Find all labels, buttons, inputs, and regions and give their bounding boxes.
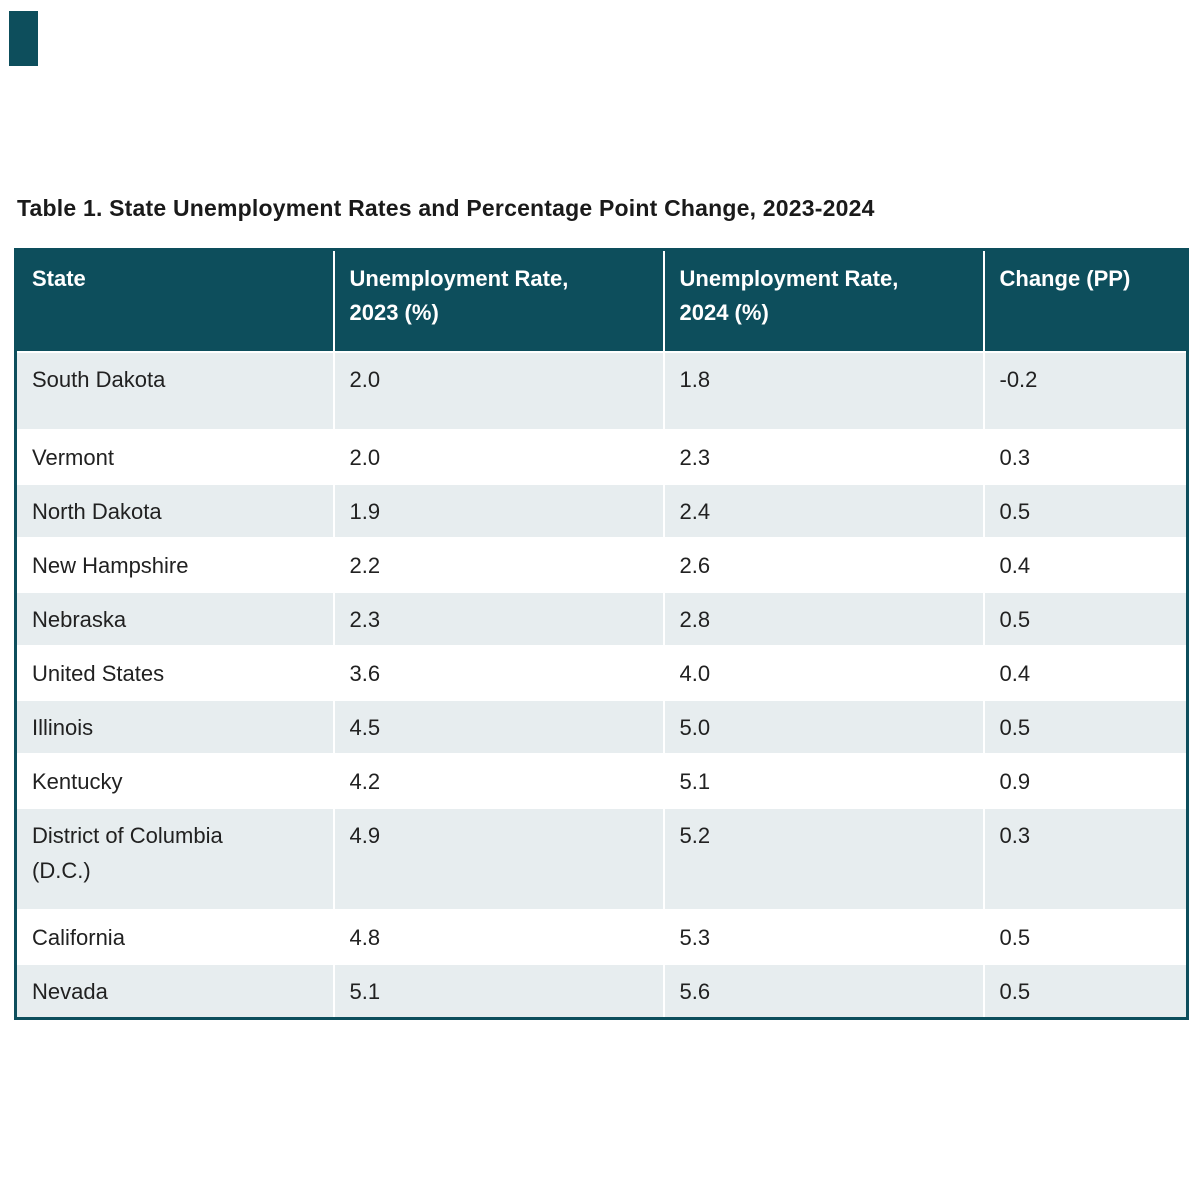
cell-state: Illinois xyxy=(14,698,335,755)
cell-change-pp: 0.5 xyxy=(982,908,1189,965)
column-header-state: State xyxy=(14,248,335,353)
table-row-illinois: Illinois 4.5 5.0 0.5 xyxy=(14,698,1189,755)
cell-rate-2024: 5.1 xyxy=(662,752,985,809)
cell-change-pp: 0.4 xyxy=(982,536,1189,593)
table-row-vermont: Vermont 2.0 2.3 0.3 xyxy=(14,428,1189,485)
cell-rate-2023: 4.9 xyxy=(332,806,665,911)
cell-state: Kentucky xyxy=(14,752,335,809)
cell-rate-2024: 2.8 xyxy=(662,590,985,647)
cell-change-pp: 0.5 xyxy=(982,962,1189,1019)
cell-rate-2024: 4.0 xyxy=(662,644,985,701)
cell-rate-2023: 3.6 xyxy=(332,644,665,701)
cell-state: District of Columbia (D.C.) xyxy=(14,806,335,911)
cell-rate-2024: 5.3 xyxy=(662,908,985,965)
cell-state: New Hampshire xyxy=(14,536,335,593)
table-row-united-states: United States 3.6 4.0 0.4 xyxy=(14,644,1189,701)
table-row-california: California 4.8 5.3 0.5 xyxy=(14,908,1189,965)
cell-rate-2023: 1.9 xyxy=(332,482,665,539)
cell-state: North Dakota xyxy=(14,482,335,539)
cell-rate-2024: 5.0 xyxy=(662,698,985,755)
table-title: Table 1. State Unemployment Rates and Pe… xyxy=(17,195,875,221)
cell-change-pp: 0.3 xyxy=(982,428,1189,485)
corner-accent-mark xyxy=(9,11,38,66)
cell-change-pp: 0.4 xyxy=(982,644,1189,701)
column-header-rate-2023: Unemployment Rate, 2023 (%) xyxy=(332,248,665,353)
cell-rate-2023: 2.2 xyxy=(332,536,665,593)
cell-rate-2023: 4.8 xyxy=(332,908,665,965)
cell-rate-2024: 2.6 xyxy=(662,536,985,593)
cell-rate-2024: 1.8 xyxy=(662,350,985,431)
column-header-change-pp: Change (PP) xyxy=(982,248,1189,353)
unemployment-rates-table: State Unemployment Rate, 2023 (%) Unempl… xyxy=(14,248,1189,1020)
cell-change-pp: 0.5 xyxy=(982,590,1189,647)
table-row-nevada: Nevada 5.1 5.6 0.5 xyxy=(14,962,1189,1019)
table-row-north-dakota: North Dakota 1.9 2.4 0.5 xyxy=(14,482,1189,539)
cell-state: South Dakota xyxy=(14,350,335,431)
table-header-row: State Unemployment Rate, 2023 (%) Unempl… xyxy=(14,248,1189,353)
cell-state: Nevada xyxy=(14,962,335,1019)
cell-change-pp: 0.5 xyxy=(982,698,1189,755)
table-row-new-hampshire: New Hampshire 2.2 2.6 0.4 xyxy=(14,536,1189,593)
cell-rate-2023: 2.0 xyxy=(332,428,665,485)
cell-rate-2024: 2.3 xyxy=(662,428,985,485)
cell-rate-2024: 5.6 xyxy=(662,962,985,1019)
cell-change-pp: -0.2 xyxy=(982,350,1189,431)
cell-state: United States xyxy=(14,644,335,701)
cell-rate-2023: 2.3 xyxy=(332,590,665,647)
column-header-rate-2024: Unemployment Rate, 2024 (%) xyxy=(662,248,985,353)
cell-state: California xyxy=(14,908,335,965)
cell-change-pp: 0.5 xyxy=(982,482,1189,539)
cell-change-pp: 0.3 xyxy=(982,806,1189,911)
cell-rate-2023: 4.2 xyxy=(332,752,665,809)
cell-state: Vermont xyxy=(14,428,335,485)
table-row-south-dakota: South Dakota 2.0 1.8 -0.2 xyxy=(14,350,1189,431)
cell-rate-2023: 4.5 xyxy=(332,698,665,755)
table-row-district-of-columbia: District of Columbia (D.C.) 4.9 5.2 0.3 xyxy=(14,806,1189,911)
table-row-nebraska: Nebraska 2.3 2.8 0.5 xyxy=(14,590,1189,647)
cell-rate-2023: 5.1 xyxy=(332,962,665,1019)
cell-rate-2024: 2.4 xyxy=(662,482,985,539)
cell-rate-2023: 2.0 xyxy=(332,350,665,431)
cell-rate-2024: 5.2 xyxy=(662,806,985,911)
cell-change-pp: 0.9 xyxy=(982,752,1189,809)
table-row-kentucky: Kentucky 4.2 5.1 0.9 xyxy=(14,752,1189,809)
cell-state: Nebraska xyxy=(14,590,335,647)
